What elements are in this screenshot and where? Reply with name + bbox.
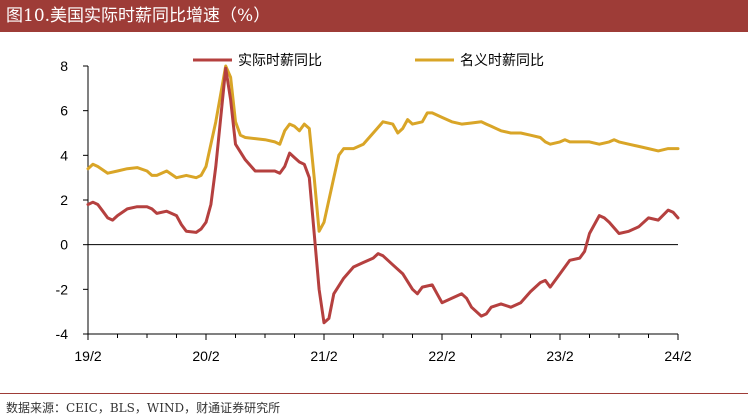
source-note: 数据来源：CEIC，BLS，WIND，财通证券研究所 [6,401,281,415]
axes: 8 6 4 2 0 -2 -4 19/2 20/2 21/2 22/2 23/2 24/2 [56,58,692,364]
y-tick-label: -4 [56,326,69,342]
legend: 实际时薪同比 名义时薪同比 [193,53,544,69]
y-tick-label: 4 [60,147,68,163]
x-tick-label: 20/2 [192,348,219,364]
legend-label-nominal: 名义时薪同比 [460,53,544,69]
series-layer [86,64,680,325]
series-line-nominal [86,64,680,233]
series-line-real [86,66,680,325]
x-tick-label: 24/2 [664,348,691,364]
y-tick-label: 0 [60,237,68,253]
x-tick-label: 22/2 [428,348,455,364]
line-chart: 8 6 4 2 0 -2 -4 19/2 20/2 21/2 22/2 23/2 24/2 实际时薪同比… [56,53,692,364]
chart-title: 图10.美国实际时薪同比增速（%） [0,0,748,32]
y-tick-label: 8 [60,58,68,74]
y-tick-label: -2 [56,281,69,297]
x-tick-label: 23/2 [546,348,573,364]
x-tick-label: 19/2 [74,348,101,364]
y-tick-label: 2 [60,192,68,208]
y-tick-label: 6 [60,103,68,119]
x-tick-label: 21/2 [310,348,337,364]
legend-label-real: 实际时薪同比 [238,53,322,69]
footer-divider [0,393,748,394]
